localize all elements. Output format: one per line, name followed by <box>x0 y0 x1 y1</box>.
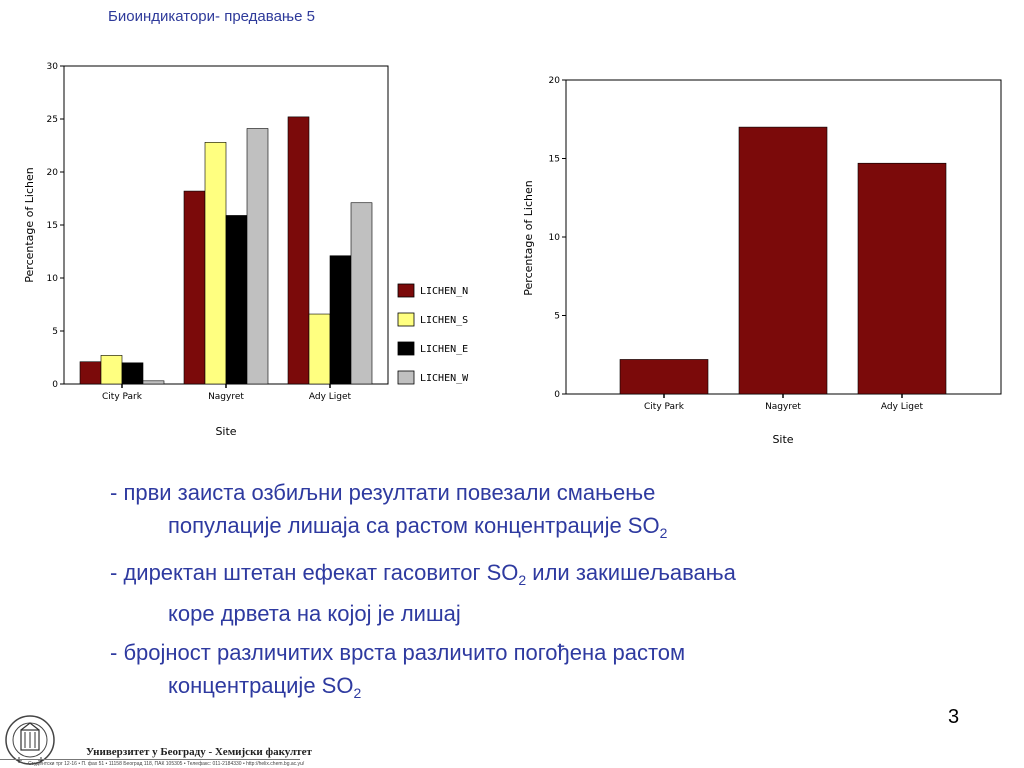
y-tick-label: 25 <box>47 115 58 125</box>
y-tick-label: 10 <box>47 274 59 284</box>
university-seal-icon <box>5 715 55 765</box>
bullet-item: - први заиста озбиљни резултати повезали… <box>110 476 970 550</box>
y-tick-label: 5 <box>52 327 58 337</box>
legend-label: LICHEN_W <box>420 373 469 384</box>
single-bar-chart: 0 5 10 15 20 City Park Nagyret Ady Liget Perce… <box>522 76 1002 446</box>
footer-address: Студентски трг 12-16 • П. фах 51 • 11158… <box>28 761 305 767</box>
bar <box>308 313 331 385</box>
x-tick-label: City Park <box>644 402 685 412</box>
subscript: 2 <box>353 685 362 701</box>
legend-swatch <box>397 341 415 356</box>
bullet-item: - директан штетан ефекат гасовитог SO2 и… <box>110 556 970 630</box>
bullet-text: концентрације SO <box>168 673 354 698</box>
y-tick-label: 0 <box>554 390 560 400</box>
y-axis-label: Percentage of Lichen <box>23 167 36 282</box>
bullet-continuation: популације лишаја са растом концентрациј… <box>110 509 970 550</box>
y-tick-label: 15 <box>47 221 58 231</box>
bar <box>100 355 123 385</box>
y-tick-label: 30 <box>47 62 59 72</box>
y-tick-label: 20 <box>47 168 59 178</box>
x-axis-label: Site <box>215 425 236 438</box>
page-number: 3 <box>948 706 960 728</box>
x-tick-label: Ady Liget <box>309 392 352 402</box>
legend-swatch <box>397 283 415 298</box>
bullet-text: или закишељавања <box>526 560 736 585</box>
bullet-continuation: концентрације SO2 <box>110 669 970 710</box>
x-axis-label: Site <box>772 433 793 446</box>
legend-label: LICHEN_E <box>420 344 468 355</box>
legend-swatch <box>397 370 415 385</box>
bar <box>204 142 227 385</box>
x-tick-label: Nagyret <box>765 402 801 412</box>
bar <box>287 116 310 385</box>
footer-organization: Универзитет у Београду - Хемијски факулт… <box>86 746 312 758</box>
bar <box>142 380 165 385</box>
bullet-list: - први заиста озбиљни резултати повезали… <box>110 476 970 716</box>
bullet-line: - бројност различитих врста различито по… <box>110 640 686 665</box>
bar <box>225 215 248 385</box>
slide-title: Биоиндикатори- предавање 5 <box>108 8 315 25</box>
y-tick-label: 15 <box>549 155 560 165</box>
bullet-continuation: коре дрвета на којој је лишај <box>168 601 461 626</box>
y-axis-label: Percentage of Lichen <box>522 180 535 295</box>
legend: LICHEN_N LICHEN_S LICHEN_E LICHEN_W <box>397 283 469 385</box>
bar <box>121 362 144 385</box>
bar <box>738 126 828 395</box>
bullet-item: - бројност различитих врста различито по… <box>110 636 970 710</box>
bullet-line: - директан штетан ефекат гасовитог SO2 и… <box>110 560 736 588</box>
bar <box>183 190 206 385</box>
legend-label: LICHEN_S <box>420 315 468 326</box>
y-tick-label: 20 <box>549 76 561 86</box>
y-tick-label: 10 <box>549 233 561 243</box>
bar <box>329 255 352 385</box>
bar <box>350 202 373 385</box>
bar <box>79 361 102 385</box>
subscript: 2 <box>518 572 527 588</box>
bar <box>857 162 947 395</box>
x-tick-label: Ady Liget <box>881 402 924 412</box>
x-tick-label: City Park <box>102 392 143 402</box>
y-tick-label: 5 <box>554 312 560 322</box>
grouped-bar-chart: 0 5 10 15 20 25 30 City Park Nagyret Ady Liget P… <box>23 62 469 438</box>
footer-divider <box>0 759 300 760</box>
y-tick-label: 0 <box>52 380 58 390</box>
bar <box>246 128 269 385</box>
subscript: 2 <box>659 525 668 541</box>
legend-label: LICHEN_N <box>420 286 468 297</box>
bullet-line: - први заиста озбиљни резултати повезали… <box>110 480 656 505</box>
x-tick-label: Nagyret <box>208 392 244 402</box>
bullet-text: популације лишаја са растом концентрациј… <box>168 513 660 538</box>
bullet-text: - директан штетан ефекат гасовитог SO <box>110 560 519 585</box>
bar <box>619 359 709 395</box>
legend-swatch <box>397 312 415 327</box>
